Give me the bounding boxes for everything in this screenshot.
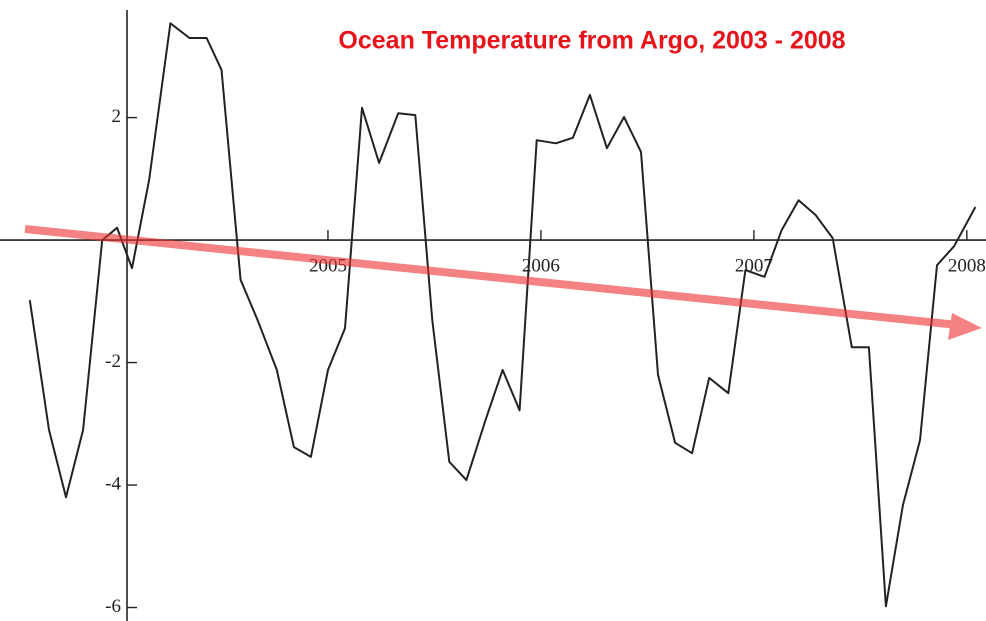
trend-arrow bbox=[24, 225, 982, 340]
y-tick-label: -6 bbox=[105, 596, 121, 617]
y-tick-label: 2 bbox=[112, 106, 122, 127]
trend-arrowhead bbox=[948, 313, 982, 340]
data-line bbox=[28, 22, 977, 608]
trend-line bbox=[24, 225, 959, 329]
x-tick-label: 2006 bbox=[522, 255, 560, 276]
chart-title: Ocean Temperature from Argo, 2003 - 2008 bbox=[338, 27, 845, 55]
y-tick-label: -4 bbox=[105, 473, 121, 494]
x-tick-label: 2008 bbox=[948, 255, 986, 276]
y-tick-label: -2 bbox=[105, 351, 121, 372]
